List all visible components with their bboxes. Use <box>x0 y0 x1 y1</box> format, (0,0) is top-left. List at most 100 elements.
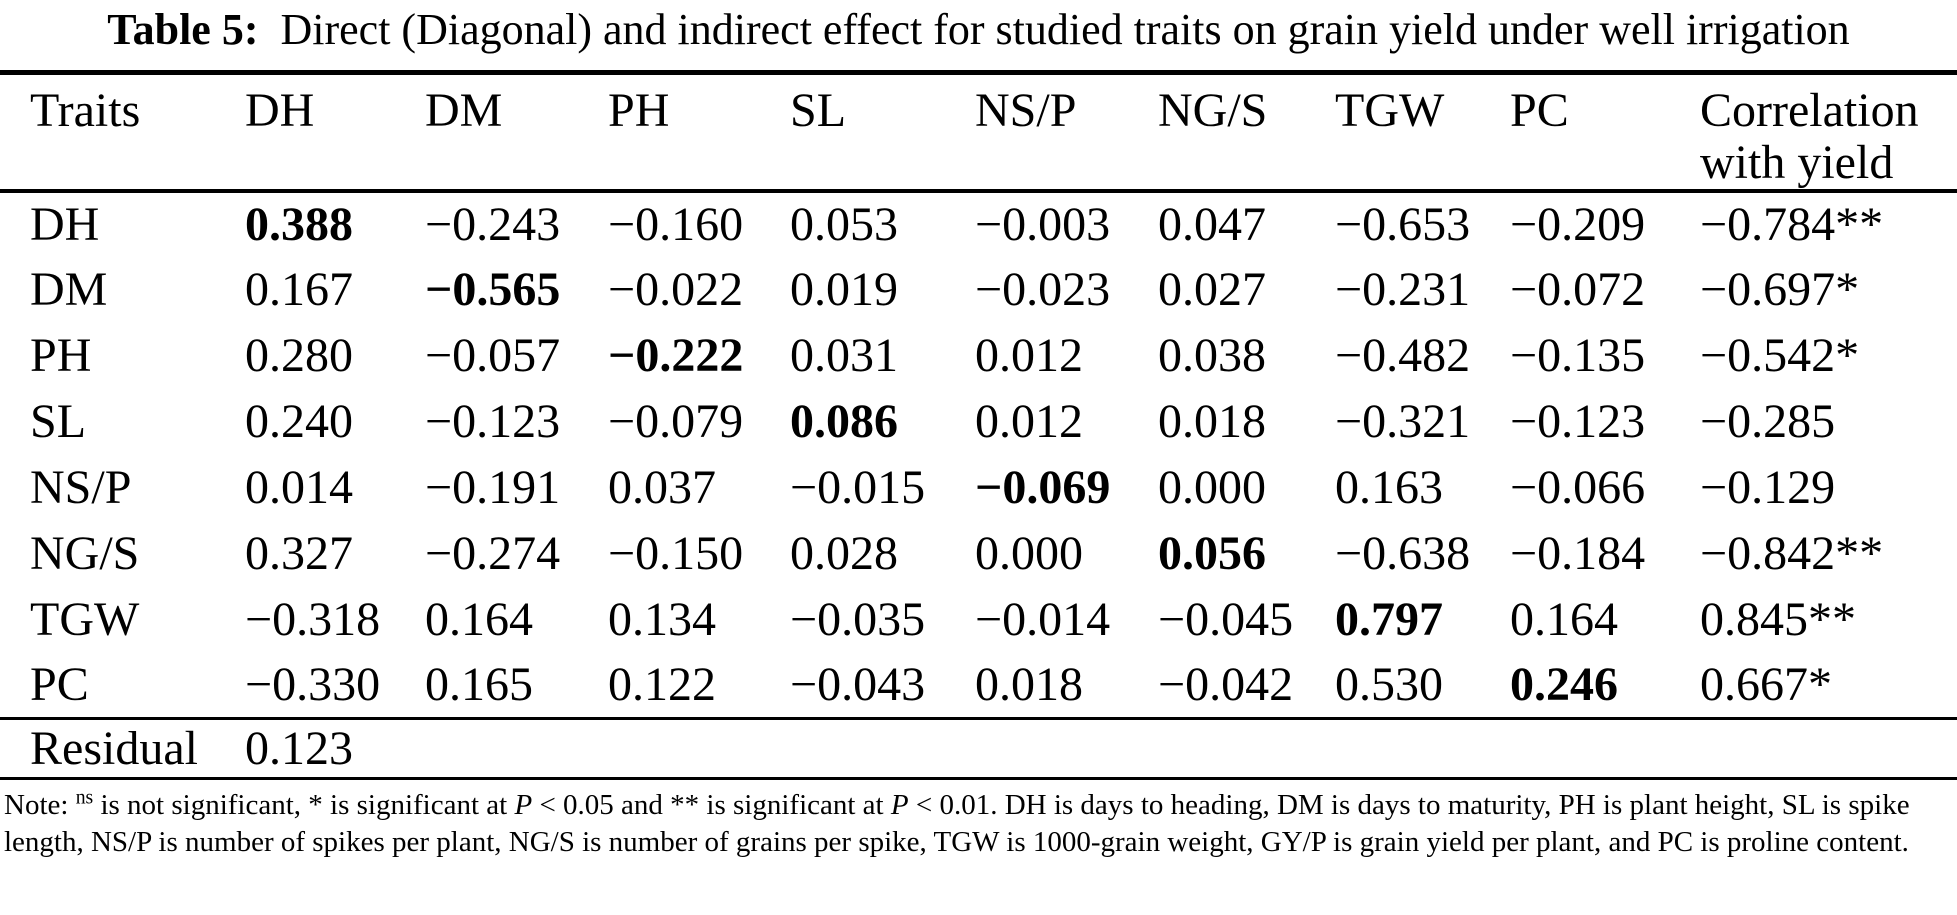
cell-value: −0.057 <box>425 329 561 383</box>
cell-value: −0.079 <box>608 395 744 449</box>
cell-value: 0.018 <box>1158 395 1266 449</box>
table-footnote: Note: ns is not significant, * is signif… <box>0 780 1957 861</box>
note-segment: Note: <box>4 789 76 822</box>
cell-value: −0.023 <box>975 263 1111 317</box>
cell-value: −0.135 <box>1510 329 1646 383</box>
cell-value: −0.697* <box>1700 263 1860 317</box>
table-row: PC −0.330 0.165 0.122 −0.043 0.018 −0.042 0.530… <box>0 653 1957 719</box>
column-header-dh: DH <box>245 84 315 137</box>
cell-value: −0.184 <box>1510 527 1646 581</box>
cell-value: −0.638 <box>1335 527 1471 581</box>
cell-value: 0.031 <box>790 329 898 383</box>
direct-effect-value: 0.056 <box>1158 527 1266 581</box>
cell-value: 0.000 <box>975 527 1083 581</box>
cell-value: −0.542* <box>1700 329 1860 383</box>
column-header-ph: PH <box>608 84 670 137</box>
note-segment: P <box>514 789 533 822</box>
table-caption: Table 5: Direct (Diagonal) and indirect … <box>0 0 1957 70</box>
cell-value: −0.285 <box>1700 395 1836 449</box>
row-trait-label: PC <box>30 658 89 712</box>
table-caption-text: Direct (Diagonal) and indirect effect fo… <box>280 5 1850 54</box>
cell-value: 0.000 <box>1158 461 1266 515</box>
caption-spacer <box>258 5 280 54</box>
cell-value: −0.482 <box>1335 329 1471 383</box>
cell-value: 0.164 <box>1510 593 1618 647</box>
table-body: DH 0.388 −0.243 −0.160 0.053 −0.003 0.047 −0.65… <box>0 191 1957 719</box>
direct-effect-value: −0.565 <box>425 263 561 317</box>
residual-empty-cells <box>425 719 1957 779</box>
cell-value: −0.191 <box>425 461 561 515</box>
cell-value: 0.012 <box>975 395 1083 449</box>
cell-value: −0.035 <box>790 593 926 647</box>
direct-effect-value: 0.086 <box>790 395 898 449</box>
cell-value: −0.066 <box>1510 461 1646 515</box>
row-trait-label: DH <box>30 198 100 252</box>
cell-value: −0.209 <box>1510 198 1646 252</box>
note-segment: ns <box>75 786 94 809</box>
cell-value: 0.134 <box>608 593 716 647</box>
residual-section: Residual 0.123 <box>0 718 1957 779</box>
row-trait-label: SL <box>30 395 87 449</box>
cell-value: −0.231 <box>1335 263 1471 317</box>
cell-value: 0.053 <box>790 198 898 252</box>
path-analysis-table: Traits DH DM PH SL NS/P NG/S TGW PC Corr… <box>0 70 1957 780</box>
cell-value: 0.667* <box>1700 658 1832 712</box>
row-trait-label: PH <box>30 329 92 383</box>
cell-value: 0.027 <box>1158 263 1266 317</box>
direct-effect-value: −0.222 <box>608 329 744 383</box>
table-row: DH 0.388 −0.243 −0.160 0.053 −0.003 0.047 −0.65… <box>0 191 1957 257</box>
cell-value: 0.164 <box>425 593 533 647</box>
cell-value: −0.330 <box>245 658 381 712</box>
cell-value: −0.274 <box>425 527 561 581</box>
cell-value: 0.845** <box>1700 593 1856 647</box>
cell-value: −0.784** <box>1700 198 1884 252</box>
cell-value: 0.047 <box>1158 198 1266 252</box>
cell-value: 0.280 <box>245 329 353 383</box>
table-row: NG/S 0.327 −0.274 −0.150 0.028 0.000 0.056 −0.6… <box>0 521 1957 587</box>
table-row: TGW −0.318 0.164 0.134 −0.035 −0.014 −0.045 0.7… <box>0 587 1957 653</box>
cell-value: 0.122 <box>608 658 716 712</box>
column-header-nsp: NS/P <box>975 84 1077 137</box>
direct-effect-value: 0.797 <box>1335 593 1443 647</box>
cell-value: −0.022 <box>608 263 744 317</box>
note-segment: < 0.01. DH is days to heading, DM is day… <box>4 789 1910 859</box>
direct-effect-value: −0.069 <box>975 461 1111 515</box>
cell-value: 0.327 <box>245 527 353 581</box>
cell-value: 0.163 <box>1335 461 1443 515</box>
direct-effect-value: 0.246 <box>1510 658 1618 712</box>
cell-value: 0.014 <box>245 461 353 515</box>
cell-value: −0.321 <box>1335 395 1471 449</box>
column-header-pc: PC <box>1510 84 1569 137</box>
cell-value: −0.123 <box>425 395 561 449</box>
cell-value: −0.042 <box>1158 658 1294 712</box>
table-caption-label: Table 5: <box>107 5 259 54</box>
cell-value: −0.160 <box>608 198 744 252</box>
cell-value: 0.240 <box>245 395 353 449</box>
cell-value: −0.015 <box>790 461 926 515</box>
row-trait-label: TGW <box>30 593 140 647</box>
column-header-traits: Traits <box>30 84 141 137</box>
cell-value: −0.653 <box>1335 198 1471 252</box>
note-segment: < 0.05 and ** is significant at <box>532 789 891 822</box>
table-row: DM 0.167 −0.565 −0.022 0.019 −0.023 0.027 −0.23… <box>0 257 1957 323</box>
note-segment: is not significant, * is significant at <box>93 789 515 822</box>
cell-value: −0.045 <box>1158 593 1294 647</box>
cell-value: −0.150 <box>608 527 744 581</box>
cell-value: −0.243 <box>425 198 561 252</box>
row-trait-label: DM <box>30 263 108 317</box>
column-header-ngs: NG/S <box>1158 84 1268 137</box>
column-header-tgw: TGW <box>1335 84 1445 137</box>
cell-value: 0.019 <box>790 263 898 317</box>
cell-value: 0.012 <box>975 329 1083 383</box>
cell-value: −0.129 <box>1700 461 1836 515</box>
cell-value: −0.842** <box>1700 527 1884 581</box>
cell-value: 0.028 <box>790 527 898 581</box>
cell-value: 0.167 <box>245 263 353 317</box>
table-row: NS/P 0.014 −0.191 0.037 −0.015 −0.069 0.000 0.1… <box>0 455 1957 521</box>
column-header-sl: SL <box>790 84 847 137</box>
direct-effect-value: 0.388 <box>245 198 353 252</box>
cell-value: 0.018 <box>975 658 1083 712</box>
cell-value: −0.072 <box>1510 263 1646 317</box>
table-row: SL 0.240 −0.123 −0.079 0.086 0.012 0.018 −0.321… <box>0 389 1957 455</box>
